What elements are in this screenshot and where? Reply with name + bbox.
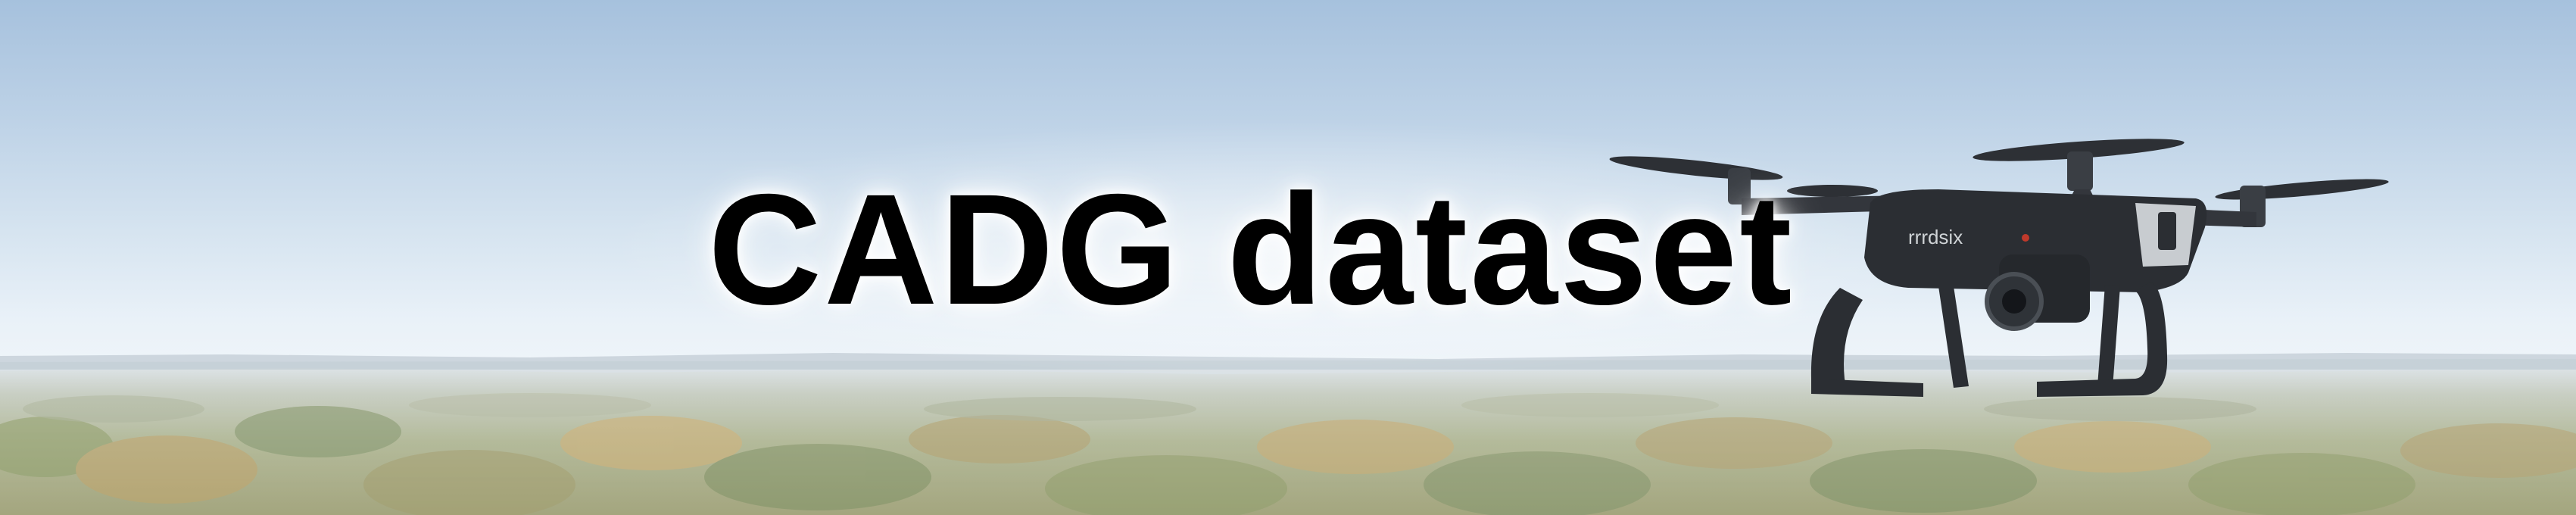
drone-icon: rrrdsix xyxy=(1609,139,2389,397)
svg-text:rrrdsix: rrrdsix xyxy=(1908,226,1963,248)
banner-title: CADG dataset xyxy=(708,162,1795,338)
forest-ground xyxy=(0,368,2576,515)
